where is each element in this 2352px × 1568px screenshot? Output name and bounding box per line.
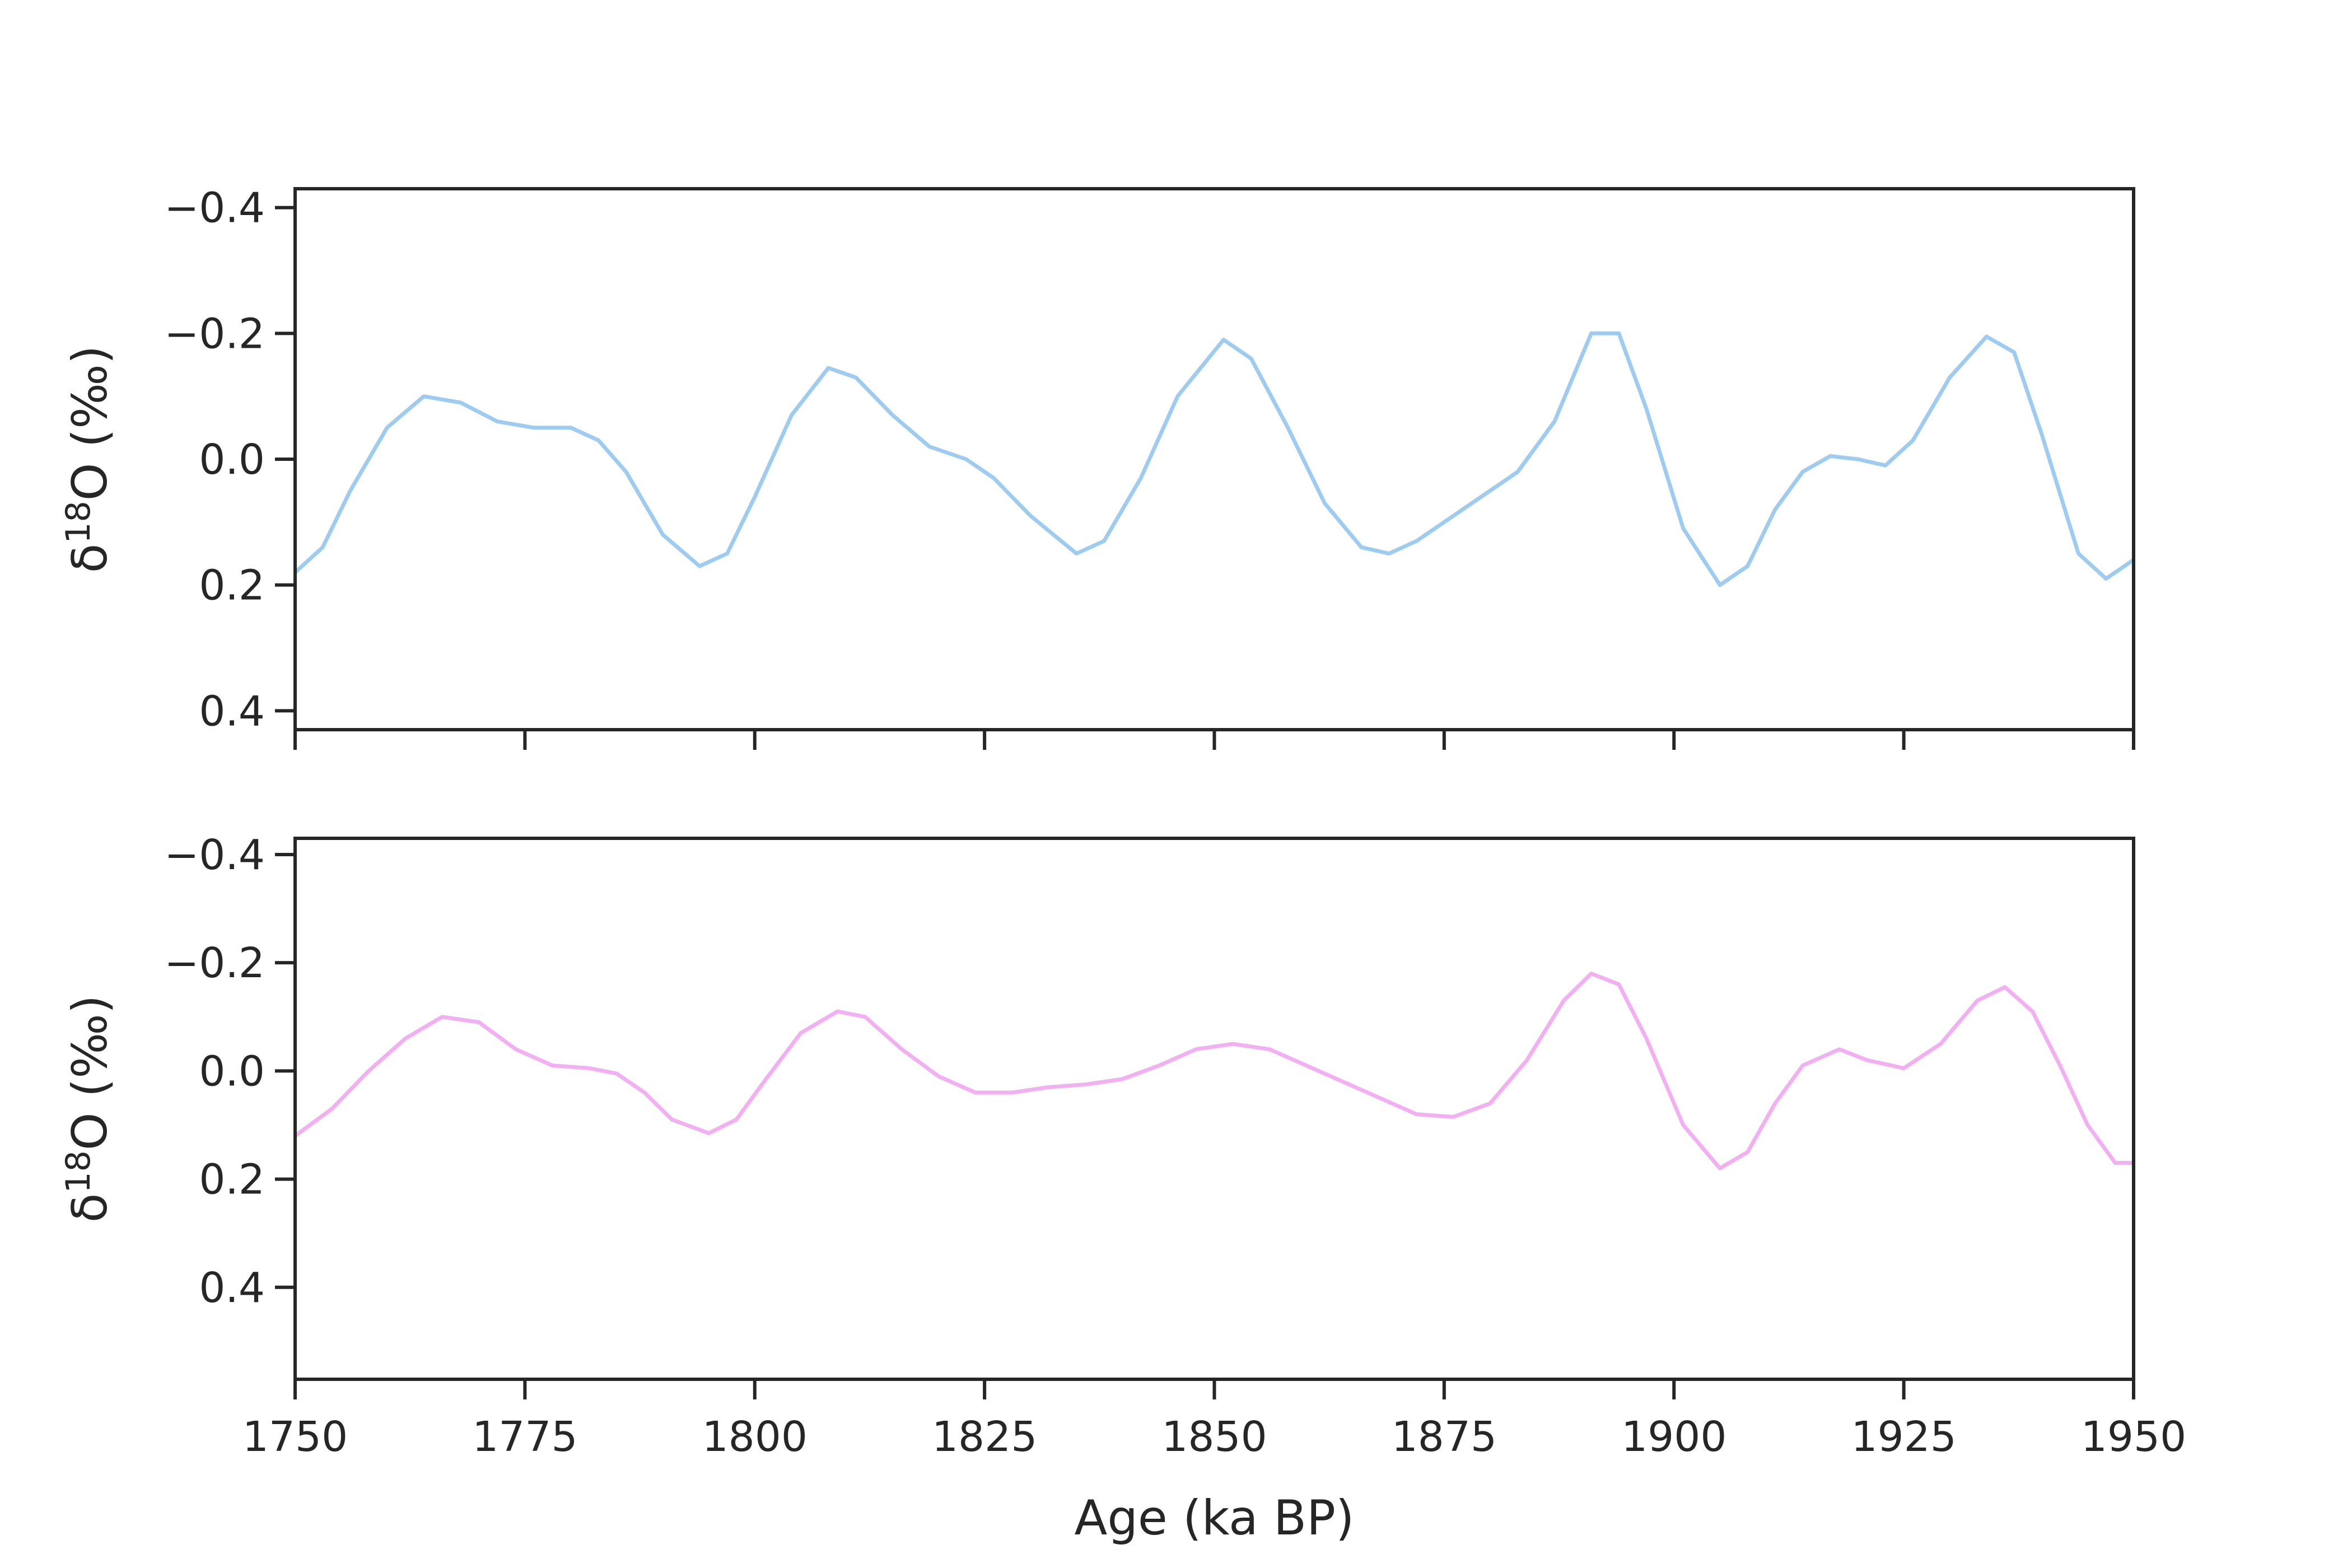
top-y-label-rest: O (‰) xyxy=(62,346,118,501)
top-y-tick-label: 0.0 xyxy=(199,436,265,484)
x-tick-label: 1775 xyxy=(472,1413,577,1461)
x-tick-label: 1800 xyxy=(702,1413,808,1461)
x-tick-label: 1950 xyxy=(2081,1413,2186,1461)
top-y-axis-label: δ18O (‰) xyxy=(59,346,118,573)
top-y-label-superscript: 18 xyxy=(59,501,98,543)
bottom-series-group xyxy=(295,972,2134,1170)
bottom-y-tick-label: 0.2 xyxy=(199,1156,265,1204)
bottom-y-ticks: −0.4 −0.2 0.0 0.2 0.4 xyxy=(164,831,295,1312)
bottom-y-tick-label: 0.0 xyxy=(199,1047,265,1095)
top-y-tick-label: 0.2 xyxy=(199,562,265,610)
bottom-y-label-delta: δ xyxy=(62,1193,118,1223)
bottom-y-label-superscript: 18 xyxy=(59,1150,98,1193)
bottom-y-label-rest: O (‰) xyxy=(62,995,118,1151)
x-axis-label: Age (ka BP) xyxy=(1075,1490,1355,1546)
x-tick-label: 1825 xyxy=(932,1413,1037,1461)
x-tick-label: 1900 xyxy=(1621,1413,1726,1461)
x-tick-label: 1875 xyxy=(1392,1413,1497,1461)
bottom-y-tick-label: −0.2 xyxy=(164,939,265,987)
top-y-ticks: −0.4 −0.2 0.0 0.2 0.4 xyxy=(164,184,295,735)
bottom-y-tick-label: 0.4 xyxy=(199,1264,265,1312)
bottom-chart-panel: 1750 1775 1800 1825 1850 1875 1900 1925 1950 −0.… xyxy=(59,831,2186,1546)
top-y-label-delta: δ xyxy=(62,544,118,573)
top-y-tick-label: −0.4 xyxy=(164,184,265,232)
bottom-y-tick-label: −0.4 xyxy=(164,831,265,879)
x-tick-label: 1750 xyxy=(242,1413,348,1461)
bottom-y-axis-label: δ18O (‰) xyxy=(59,995,118,1223)
top-chart-panel: −0.4 −0.2 0.0 0.2 0.4 δ18O (‰) xyxy=(59,184,2135,750)
bottom-series-line-0 xyxy=(295,972,2134,1170)
x-tick-label: 1850 xyxy=(1161,1413,1267,1461)
top-y-tick-label: −0.2 xyxy=(164,310,265,358)
top-y-tick-label: 0.4 xyxy=(199,687,265,735)
bottom-x-ticks: 1750 1775 1800 1825 1850 1875 1900 1925 1950 xyxy=(242,1379,2186,1461)
top-x-ticks xyxy=(293,730,2135,750)
top-series-group xyxy=(295,331,2134,587)
x-tick-label: 1925 xyxy=(1851,1413,1956,1461)
top-series-line-0 xyxy=(295,331,2134,587)
